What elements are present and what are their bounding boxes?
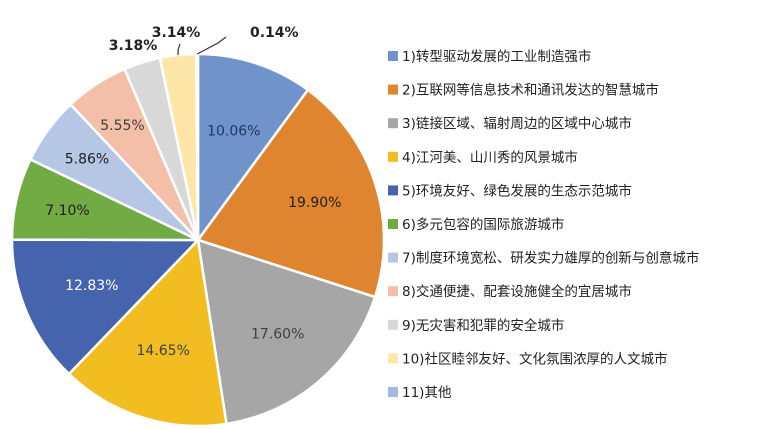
pie-value-label-2: 19.90%: [288, 195, 341, 211]
legend-label-1: 1)转型驱动发展的工业制造强市: [402, 48, 591, 65]
legend-label-10: 10)社区睦邻友好、文化氛围浓厚的人文城市: [402, 350, 667, 367]
legend-item-7: 7)制度环境宽松、研发实力雄厚的创新与创意城市: [388, 250, 699, 267]
legend-swatch-6: [388, 219, 398, 229]
legend-item-11: 11)其他: [388, 385, 451, 401]
legend-label-3: 3)链接区域、辐射周边的区域中心城市: [402, 115, 632, 132]
legend-swatch-10: [388, 353, 398, 364]
legend-item-5: 5)环境友好、绿色发展的生态示范城市: [388, 182, 632, 199]
legend-item-10: 10)社区睦邻友好、文化氛围浓厚的人文城市: [388, 350, 667, 367]
pie-slice-4: [67, 237, 228, 428]
legend-swatch-1: [388, 51, 398, 61]
legend-swatch-11: [388, 387, 398, 397]
pie-value-label-4: 14.65%: [137, 343, 190, 359]
legend-label-4: 4)江河美、山川秀的风景城市: [402, 149, 578, 166]
pie-slice-5: [10, 238, 201, 376]
pie-slices: [10, 52, 386, 428]
legend-item-4: 4)江河美、山川秀的风景城市: [388, 149, 578, 166]
legend-item-3: 3)链接区域、辐射周边的区域中心城市: [388, 115, 632, 132]
legend-item-8: 8)交通便捷、配套设施健全的宜居城市: [388, 283, 632, 300]
leader-line-11: [196, 36, 227, 55]
legend-swatch-2: [388, 84, 398, 95]
pie-value-label-9: 3.18%: [109, 38, 158, 54]
legend-swatch-5: [388, 185, 398, 196]
legend-label-9: 9)无灾害和犯罪的安全城市: [402, 317, 564, 334]
pie-slice-2: [195, 88, 386, 299]
legend-swatch-8: [388, 286, 398, 297]
legend-label-2: 2)互联网等信息技术和通讯发达的智慧城市: [402, 82, 659, 99]
pie-value-label-3: 17.60%: [251, 326, 304, 342]
pie-value-label-10: 3.14%: [152, 25, 201, 41]
pie-value-label-6: 7.10%: [45, 203, 89, 219]
pie-slice-1: [196, 52, 310, 244]
legend-swatch-7: [388, 252, 398, 263]
legend-item-2: 2)互联网等信息技术和通讯发达的智慧城市: [388, 82, 659, 99]
legend-label-7: 7)制度环境宽松、研发实力雄厚的创新与创意城市: [402, 250, 699, 267]
legend-item-9: 9)无灾害和犯罪的安全城市: [388, 317, 564, 334]
pie-value-label-1: 10.06%: [207, 123, 260, 139]
pie-value-label-7: 5.86%: [65, 152, 109, 168]
legend-label-11: 11)其他: [402, 385, 451, 401]
legend-label-8: 8)交通便捷、配套设施健全的宜居城市: [402, 283, 632, 300]
legend-label-5: 5)环境友好、绿色发展的生态示范城市: [402, 182, 632, 199]
legend-label-6: 6)多元包容的国际旅游城市: [402, 216, 564, 233]
leader-line-10: [177, 43, 181, 56]
pie-value-labels: 10.06% 19.90% 17.60% 14.65% 12.83% 7.10% 5.86%…: [45, 25, 341, 359]
pie-slice-11: [195, 52, 200, 241]
legend-swatch-9: [388, 319, 398, 330]
pie-value-label-11: 0.14%: [250, 25, 299, 41]
legend-item-1: 1)转型驱动发展的工业制造强市: [388, 48, 591, 65]
legend-item-6: 6)多元包容的国际旅游城市: [388, 216, 564, 233]
pie-value-label-5: 12.83%: [65, 278, 118, 294]
legend-swatch-4: [388, 151, 398, 162]
legend: 1)转型驱动发展的工业制造强市 2)互联网等信息技术和通讯发达的智慧城市 3)链接区…: [388, 48, 699, 401]
legend-swatch-3: [388, 118, 398, 129]
pie-value-label-8: 5.55%: [100, 118, 144, 134]
pie-slice-3: [196, 238, 377, 426]
